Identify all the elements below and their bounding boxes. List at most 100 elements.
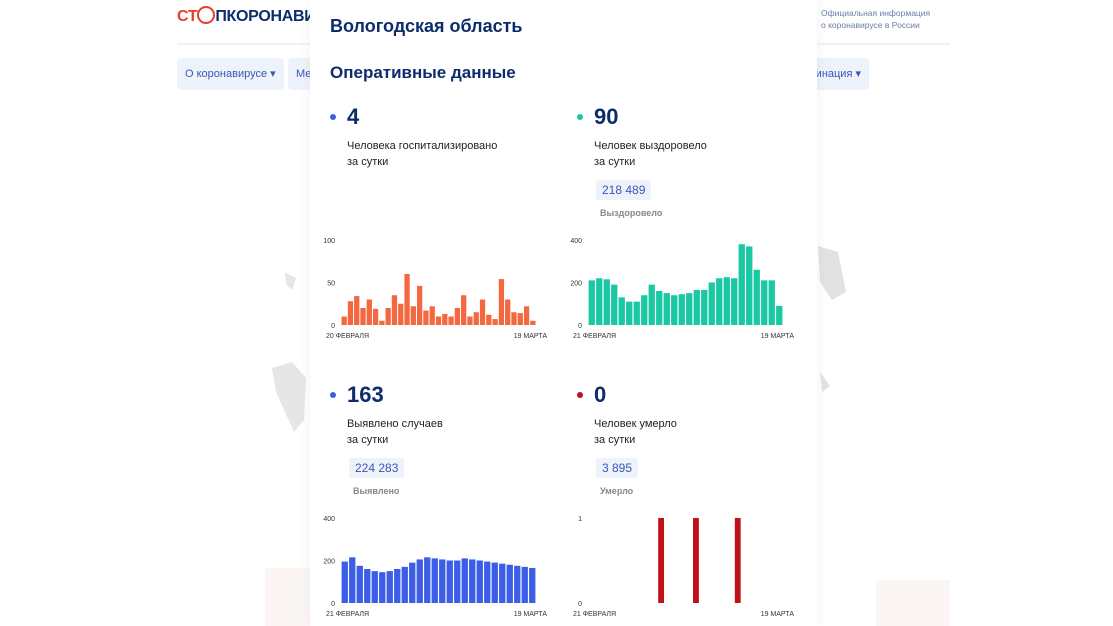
bar xyxy=(347,301,354,325)
bar xyxy=(658,518,665,603)
bar xyxy=(530,320,536,325)
status-dot xyxy=(577,392,583,398)
bar xyxy=(473,312,479,325)
bar xyxy=(446,560,453,603)
bar xyxy=(603,279,610,325)
bar xyxy=(435,316,442,325)
bar xyxy=(626,301,633,325)
bar xyxy=(716,278,723,325)
total-value: 218 489 xyxy=(596,180,652,200)
stat-label: за сутки xyxy=(347,434,389,446)
nav-label: Ме xyxy=(296,68,312,80)
bar xyxy=(354,296,360,325)
bar xyxy=(404,274,410,325)
y-tick-label: 200 xyxy=(323,559,335,566)
section-title: Оперативные данные xyxy=(330,63,516,82)
stat-label: Человека госпитализировано xyxy=(347,140,498,152)
x-axis-start-label: 21 ФЕВРАЛЯ xyxy=(326,611,369,618)
status-dot xyxy=(577,114,583,120)
bar xyxy=(671,295,678,325)
bar xyxy=(401,566,408,603)
bar xyxy=(776,305,783,325)
stat-card: 4 Человека госпитализировано за сутки 0 50 10… xyxy=(323,100,570,348)
info-line: Официальная информация xyxy=(821,8,931,18)
bar xyxy=(641,295,648,325)
bar xyxy=(366,299,372,325)
bar xyxy=(442,313,448,325)
bar xyxy=(431,558,438,603)
logo-icon xyxy=(197,6,216,24)
x-axis-end-label: 19 МАРТА xyxy=(761,333,795,340)
bar xyxy=(511,312,517,325)
x-axis-end-label: 19 МАРТА xyxy=(514,333,548,340)
bar xyxy=(398,303,404,325)
bar xyxy=(341,316,347,325)
bar xyxy=(498,279,505,325)
bar xyxy=(663,293,670,325)
bar xyxy=(484,561,491,603)
nav-button[interactable]: О коронавирусе ▾ xyxy=(177,58,284,90)
bar xyxy=(499,563,506,603)
x-axis-end-label: 19 МАРТА xyxy=(761,611,795,618)
y-tick-label: 0 xyxy=(578,601,582,608)
bar xyxy=(439,559,446,603)
bar xyxy=(514,565,521,603)
status-dot xyxy=(330,114,336,120)
bar xyxy=(429,306,435,325)
bar xyxy=(379,320,385,325)
bar xyxy=(391,295,398,325)
bar xyxy=(618,297,625,325)
map-shape xyxy=(876,580,950,626)
bar xyxy=(753,269,760,325)
bar xyxy=(746,246,753,325)
bar xyxy=(492,319,498,325)
logo[interactable]: СТ ПКОРОНАВИ xyxy=(177,6,316,26)
bar xyxy=(656,291,663,325)
stat-card: 0 Человек умерло за сутки 3 895 Умерло 0 1 21 Ф… xyxy=(573,378,817,626)
bar xyxy=(356,565,363,603)
nav-label: О коронавирусе xyxy=(185,68,268,80)
bar xyxy=(467,316,473,325)
bar xyxy=(416,559,423,603)
bar xyxy=(349,557,356,603)
info-line: о коронавирусе в России xyxy=(821,20,920,30)
bar xyxy=(423,310,429,325)
bar xyxy=(454,560,461,603)
bar xyxy=(701,289,708,325)
bar xyxy=(648,284,655,325)
bar xyxy=(723,277,730,325)
bar xyxy=(341,561,348,603)
stat-value: 0 xyxy=(594,382,607,407)
y-tick-label: 400 xyxy=(570,238,582,245)
bar xyxy=(448,316,454,325)
bar xyxy=(678,294,685,325)
bar xyxy=(686,293,693,325)
stat-value: 4 xyxy=(347,104,360,129)
bar xyxy=(693,518,699,603)
bar xyxy=(364,569,371,603)
bar xyxy=(424,557,431,603)
bar xyxy=(633,301,640,325)
bar xyxy=(394,569,401,603)
mini-chart: 0 1 21 ФЕВРАЛЯ 19 МАРТА xyxy=(573,516,795,618)
total-label: Умерло xyxy=(600,486,634,496)
stat-value: 163 xyxy=(347,382,384,407)
y-tick-label: 1 xyxy=(578,516,582,523)
x-axis-start-label: 21 ФЕВРАЛЯ xyxy=(573,333,616,340)
map-shape xyxy=(818,246,846,392)
bar xyxy=(523,306,530,325)
bar xyxy=(386,571,393,603)
bar xyxy=(486,314,492,325)
bar xyxy=(461,295,467,325)
bar xyxy=(416,285,423,325)
stat-card: 90 Человек выздоровело за сутки 218 489 Вызд… xyxy=(570,100,817,348)
bar xyxy=(491,562,498,603)
mini-chart: 0 200 400 21 ФЕВРАЛЯ 19 МАРТА xyxy=(323,516,547,618)
x-axis-start-label: 20 ФЕВРАЛЯ xyxy=(326,333,369,340)
total-value: 224 283 xyxy=(349,458,405,478)
stat-label: за сутки xyxy=(594,434,636,446)
stat-label: Человек умерло xyxy=(594,418,677,430)
region-title: Вологодская область xyxy=(330,16,523,36)
